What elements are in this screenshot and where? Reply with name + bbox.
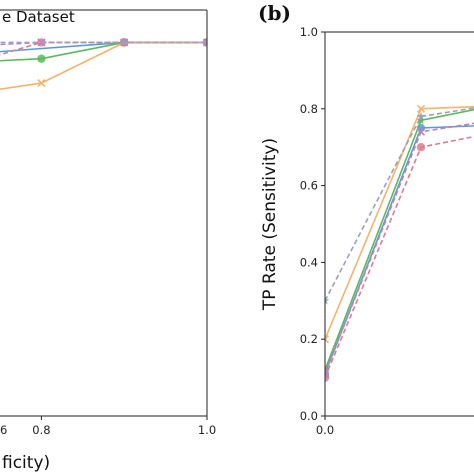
series-line: [325, 107, 474, 302]
series-line: [325, 122, 474, 375]
x-tick-label: 1.0: [198, 423, 216, 437]
series-line: [0, 41, 207, 44]
x-tick-label: 0.0: [316, 423, 334, 437]
data-point: [325, 335, 330, 344]
left-x-axis-label: ficity): [2, 453, 50, 473]
left-series-group: [0, 37, 207, 90]
data-point: [325, 369, 330, 378]
series-line: [325, 108, 474, 371]
y-tick-label: 0.2: [300, 332, 318, 346]
series-line: [325, 125, 474, 375]
left-xticks: 6 0.8 1.0: [0, 416, 216, 437]
data-point: [37, 54, 46, 63]
data-point: [416, 143, 426, 152]
x-tick-label: 6: [0, 423, 7, 437]
x-tick-label: 0.8: [32, 423, 50, 437]
series-line: [325, 135, 474, 378]
series-line: [0, 41, 207, 56]
right-series-group: [325, 104, 474, 382]
y-tick-label: 0.8: [300, 102, 318, 116]
data-point: [37, 79, 46, 88]
data-point: [416, 111, 426, 121]
y-tick-label: 0.4: [300, 255, 318, 269]
series-line: [0, 41, 207, 90]
right-yticks: 0.0 0.2 0.4 0.6 0.8 1.0: [300, 25, 325, 423]
y-tick-label: 0.0: [300, 409, 318, 423]
right-panel: (b) 0.00.20.40.60.81.0 0.00.2 TP Rate (S…: [258, 1, 474, 437]
y-tick-label: 1.0: [300, 25, 318, 39]
left-panel: 6 0.8 1.0 e Dataset ficity): [0, 8, 216, 473]
series-line: [0, 41, 207, 46]
right-xticks: 0.00.2: [316, 416, 334, 437]
data-point: [119, 37, 129, 47]
data-point: [416, 104, 426, 113]
data-point: [325, 296, 330, 305]
right-y-axis-label: TP Rate (Sensitivity): [260, 138, 280, 311]
data-point: [202, 37, 207, 47]
panel-letter-b: (b): [258, 1, 291, 25]
series-line: [325, 105, 474, 340]
data-point: [202, 38, 207, 47]
left-chart-title: e Dataset: [2, 8, 75, 26]
series-line: [0, 41, 207, 62]
data-point: [416, 127, 426, 136]
y-tick-label: 0.6: [300, 179, 318, 193]
